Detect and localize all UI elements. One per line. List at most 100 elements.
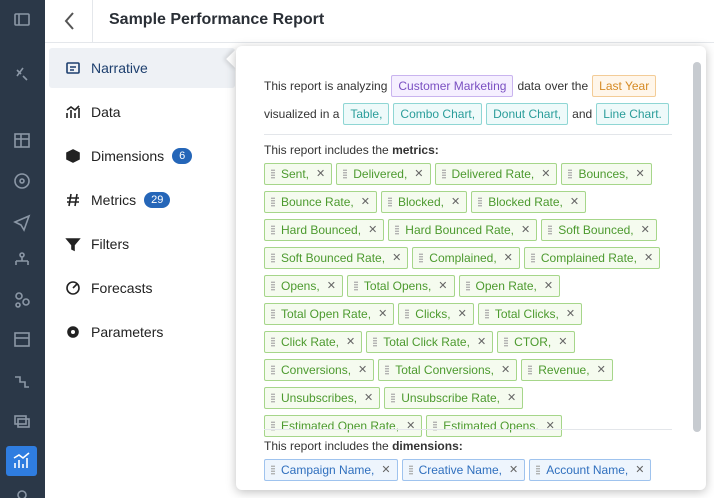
field-tag[interactable]: Sent, ✕ (264, 163, 333, 185)
nav-item[interactable]: Forecasts (49, 268, 235, 308)
field-tag[interactable]: Soft Bounced Rate, ✕ (264, 247, 409, 269)
selection-tag[interactable]: Table, (343, 103, 390, 125)
field-tag[interactable]: Total Open Rate, ✕ (264, 303, 395, 325)
field-tag[interactable]: Total Click Rate, ✕ (366, 331, 494, 353)
field-tag[interactable]: Total Clicks, ✕ (477, 303, 583, 325)
field-tag[interactable]: Soft Bounced, ✕ (541, 219, 657, 241)
nav-label: Filters (91, 236, 130, 252)
remove-button[interactable]: ✕ (358, 364, 368, 376)
drag-grip (465, 281, 470, 291)
field-tag[interactable]: Total Opens, ✕ (346, 275, 455, 297)
field-tag[interactable]: Campaign Name, ✕ (264, 459, 398, 481)
field-tag[interactable]: Blocked Rate, ✕ (471, 191, 587, 213)
remove-button[interactable]: ✕ (346, 336, 356, 348)
remove-button[interactable]: ✕ (476, 336, 487, 348)
sentence-text: and (572, 107, 593, 121)
nav-item[interactable]: Dimensions 6 (49, 136, 235, 176)
field-tag[interactable]: Revenue, ✕ (521, 359, 613, 381)
remove-button[interactable]: ✕ (521, 224, 531, 236)
field-tag[interactable]: Bounce Rate, ✕ (264, 191, 377, 213)
remove-button[interactable]: ✕ (316, 168, 326, 180)
nav-label: Dimensions (91, 148, 165, 164)
field-tag[interactable]: Complained, ✕ (412, 247, 520, 269)
remove-button[interactable]: ✕ (596, 364, 606, 376)
remove-button[interactable]: ✕ (545, 420, 555, 432)
remove-button[interactable]: ✕ (503, 252, 513, 264)
nav-label: Parameters (91, 324, 164, 340)
remove-button[interactable]: ✕ (360, 196, 370, 208)
remove-button[interactable]: ✕ (368, 224, 378, 236)
drag-grip (433, 421, 438, 431)
field-tag[interactable]: Open Rate, ✕ (458, 275, 561, 297)
selection-tag[interactable]: Donut Chart, (486, 103, 569, 125)
field-tag[interactable]: Delivered, ✕ (336, 163, 431, 185)
remove-button[interactable]: ✕ (326, 280, 336, 292)
nav-item[interactable]: Metrics 29 (49, 180, 235, 220)
field-tag[interactable]: Blocked, ✕ (380, 191, 468, 213)
remove-button[interactable]: ✕ (541, 168, 551, 180)
field-tag[interactable]: Estimated Open Rate, ✕ (264, 415, 423, 437)
field-tag[interactable]: Clicks, ✕ (398, 303, 474, 325)
selection-tag[interactable]: Combo Chart, (393, 103, 483, 125)
selection-tag[interactable]: Customer Marketing (391, 75, 514, 97)
scrollbar[interactable] (693, 62, 701, 432)
remove-button[interactable]: ✕ (643, 252, 654, 264)
tag-label: Total Open Rate, (281, 307, 372, 321)
field-tag[interactable]: Hard Bounced Rate, ✕ (388, 219, 538, 241)
nav-item[interactable]: Filters (49, 224, 235, 264)
remove-button[interactable]: ✕ (506, 392, 517, 404)
remove-button[interactable]: ✕ (364, 392, 374, 404)
field-tag[interactable]: Conversions, ✕ (264, 359, 375, 381)
field-tag[interactable]: Opens, ✕ (264, 275, 343, 297)
remove-button[interactable]: ✕ (381, 464, 391, 476)
field-tag[interactable]: Complained Rate, ✕ (523, 247, 661, 269)
drag-grip (353, 281, 358, 291)
field-tag[interactable]: Delivered Rate, ✕ (434, 163, 558, 185)
back-button[interactable] (45, 0, 93, 42)
drag-grip (405, 309, 410, 319)
lead-keyword: dimensions: (392, 439, 463, 453)
remove-button[interactable]: ✕ (500, 364, 511, 376)
selection-tag[interactable]: Line Chart. (596, 103, 669, 125)
remove-button[interactable]: ✕ (635, 168, 645, 180)
remove-button[interactable]: ✕ (457, 308, 467, 320)
nav-item[interactable]: Data (49, 92, 235, 132)
remove-button[interactable]: ✕ (558, 336, 568, 348)
field-tag[interactable]: Unsubscribe Rate, ✕ (384, 387, 524, 409)
selection-tag[interactable]: Last Year (592, 75, 657, 97)
tag-label: Click Rate, (281, 335, 340, 349)
remove-button[interactable]: ✕ (414, 168, 424, 180)
field-tag[interactable]: Total Conversions, ✕ (378, 359, 518, 381)
remove-button[interactable]: ✕ (543, 280, 554, 292)
remove-button[interactable]: ✕ (565, 308, 576, 320)
nav-label: Data (91, 104, 121, 120)
remove-button[interactable]: ✕ (450, 196, 461, 208)
field-tag[interactable]: Creative Name, ✕ (401, 459, 526, 481)
remove-button[interactable]: ✕ (378, 308, 388, 320)
drag-grip (484, 309, 489, 319)
tag-label: Hard Bounced, (281, 223, 362, 237)
field-tag[interactable]: Unsubscribes, ✕ (264, 387, 381, 409)
field-tag[interactable]: Click Rate, ✕ (264, 331, 363, 353)
nav-item[interactable]: Parameters (49, 312, 235, 352)
section-lead: This report includes the dimensions: (264, 439, 674, 453)
field-tag[interactable]: Estimated Opens. ✕ (426, 415, 562, 437)
section-lead: This report includes the metrics: (264, 143, 674, 157)
remove-button[interactable]: ✕ (640, 224, 650, 236)
remove-button[interactable]: ✕ (438, 280, 448, 292)
remove-button[interactable]: ✕ (392, 252, 402, 264)
tag-label: Estimated Open Rate, (281, 419, 400, 433)
field-tag[interactable]: Hard Bounced, ✕ (264, 219, 385, 241)
field-tag[interactable]: CTOR, ✕ (497, 331, 575, 353)
remove-button[interactable]: ✕ (508, 464, 519, 476)
nav-item[interactable]: Narrative (49, 48, 235, 88)
drag-grip (271, 393, 275, 403)
remove-button[interactable]: ✕ (406, 420, 416, 432)
tag-label: Conversions, (281, 363, 352, 377)
remove-button[interactable]: ✕ (569, 196, 580, 208)
remove-button[interactable]: ✕ (635, 464, 645, 476)
field-tag[interactable]: Account Name, ✕ (529, 459, 652, 481)
tag-label: Revenue, (538, 363, 590, 377)
field-tag[interactable]: Bounces, ✕ (561, 163, 652, 185)
